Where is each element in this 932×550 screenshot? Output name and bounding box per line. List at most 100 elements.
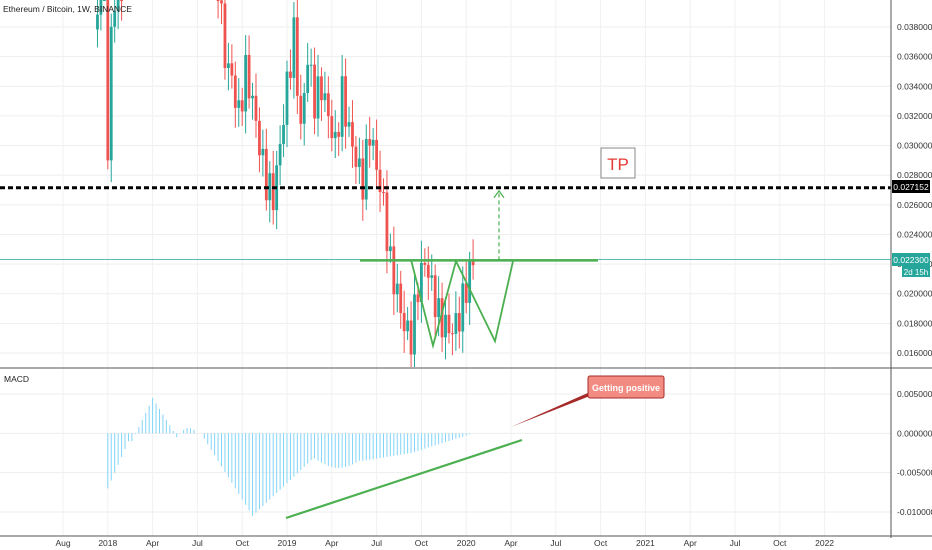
candle-body [120, 0, 123, 1]
candle-body [375, 139, 378, 170]
price-tick-label: 0.016000 [897, 348, 932, 358]
macd-histogram [107, 397, 471, 516]
candle-body [426, 264, 430, 278]
macd-tick-label: -0.010000 [897, 507, 932, 517]
price-tick-label: 0.030000 [897, 141, 932, 151]
candle-body [302, 93, 306, 124]
candle-body [116, 0, 120, 12]
price-tick-label: 0.026000 [897, 200, 932, 210]
candle-body [216, 0, 220, 1]
candle-body [388, 246, 392, 252]
candle-body [333, 131, 337, 139]
candle-body [468, 260, 472, 303]
price-tick-label: 0.036000 [897, 52, 932, 62]
macd-tick-label: 0.000000 [897, 428, 932, 438]
price-candles [96, 0, 475, 367]
candle-body [461, 283, 465, 332]
candle-body [413, 294, 416, 355]
candle-body [385, 192, 389, 252]
time-tick-label: Jul [730, 538, 741, 548]
candle-body [406, 320, 410, 332]
time-tick-label: 2021 [636, 538, 655, 548]
candle-body [430, 275, 434, 278]
time-tick-label: Jul [371, 538, 382, 548]
candle-body [223, 3, 227, 69]
candle-body [244, 54, 248, 112]
current-price-label: 0.022300 [893, 255, 929, 265]
macd-tick-label: 0.005000 [897, 389, 932, 399]
macd-axis-ticks: 0.005000 0.000000 -0.005000 -0.010000 [897, 389, 932, 517]
candle-body [227, 63, 230, 69]
candle-body [457, 313, 461, 332]
candle-body [447, 314, 451, 334]
candle-body [258, 120, 261, 156]
target-arrowhead [493, 189, 505, 199]
time-tick-label: Apr [504, 538, 517, 548]
candle-body [271, 173, 275, 211]
candle-body [285, 71, 289, 125]
time-tick-label: Apr [325, 538, 338, 548]
candle-body [247, 54, 251, 99]
candle-body [330, 116, 334, 139]
macd-tick-label: -0.005000 [897, 468, 932, 478]
time-tick-label: Apr [146, 538, 159, 548]
candle-body [233, 75, 237, 108]
candle-body [240, 100, 244, 112]
candle-body [361, 158, 365, 200]
overlays [0, 186, 891, 520]
candle-body [96, 14, 99, 30]
time-tick-label: Oct [236, 538, 250, 548]
price-tick-label: 0.024000 [897, 229, 932, 239]
tp-label: TP [607, 155, 629, 174]
candle-body [454, 313, 458, 334]
countdown-label: 2d 15h [904, 268, 928, 277]
candle-body [378, 169, 382, 193]
candle-body [313, 64, 316, 119]
candle-body [440, 298, 444, 338]
candle-body [354, 146, 358, 167]
time-tick-label: Apr [684, 538, 697, 548]
candle-body [309, 64, 313, 66]
macd-annotation-label: Getting positive [592, 383, 660, 393]
double-bottom-pattern [410, 258, 514, 350]
price-tick-label: 0.018000 [897, 318, 932, 328]
candle-body [368, 139, 372, 146]
candle-body [420, 262, 423, 303]
candle-body [444, 314, 447, 338]
candle-body [371, 139, 375, 146]
candle-body [268, 173, 272, 201]
candle-body [106, 0, 110, 161]
price-tick-label: 0.032000 [897, 111, 932, 121]
time-tick-label: Jul [550, 538, 561, 548]
time-tick-label: 2022 [815, 538, 834, 548]
candle-body [344, 76, 347, 127]
candle-body [299, 95, 303, 124]
candle-body [113, 11, 117, 27]
candle-body [409, 320, 413, 355]
candle-body [437, 298, 441, 318]
macd-title: MACD [4, 374, 29, 384]
candle-body [289, 71, 292, 78]
candle-body [364, 139, 368, 200]
time-tick-label: Aug [55, 538, 70, 548]
price-tick-label: 0.038000 [897, 22, 932, 32]
time-axis-ticks: Aug 2018 Apr Jul Oct 2019 Apr Jul Oct 2020 Apr Jul O… [55, 538, 834, 548]
candle-body [102, 0, 106, 1]
candle-body [306, 64, 310, 94]
candle-body [351, 122, 354, 147]
candle-body [292, 17, 296, 78]
price-line-label: 0.027152 [893, 182, 929, 192]
time-tick-label: Oct [594, 538, 608, 548]
time-tick-label: Oct [415, 538, 429, 548]
candle-body [337, 131, 341, 137]
candle-body [254, 95, 258, 121]
candle-body [230, 63, 234, 76]
candle-body [237, 100, 241, 108]
price-tick-label: 0.028000 [897, 170, 932, 180]
candle-body [395, 283, 399, 295]
candle-body [295, 17, 299, 96]
time-tick-label: 2018 [98, 538, 117, 548]
grid [0, 0, 891, 536]
